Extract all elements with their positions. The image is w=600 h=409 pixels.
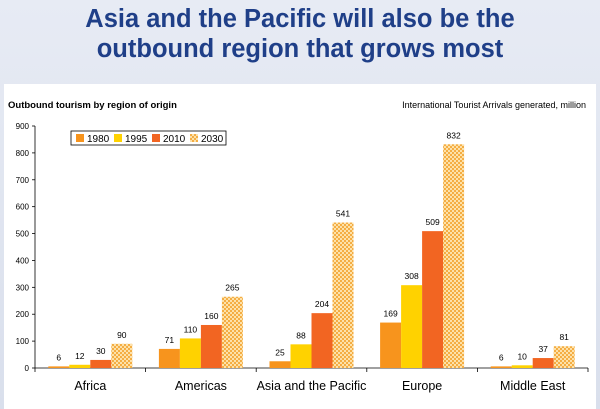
category-label: Europe: [402, 379, 442, 393]
category-label: Americas: [175, 379, 227, 393]
data-label: 30: [96, 346, 106, 356]
y-tick-label: 600: [16, 203, 30, 212]
slide-title-line-2: outbound region that grows most: [96, 35, 504, 63]
data-label: 81: [559, 332, 569, 342]
bar-1980: [269, 361, 291, 368]
bar-2010: [90, 359, 112, 368]
chart-title: Outbound tourism by region of origin: [8, 100, 177, 111]
bar-2010: [311, 313, 333, 368]
category-label: Middle East: [500, 379, 566, 393]
data-label: 509: [426, 217, 440, 227]
data-label: 265: [225, 283, 239, 293]
data-label: 37: [538, 344, 548, 354]
data-label: 12: [75, 351, 85, 361]
y-tick-label: 300: [16, 283, 30, 292]
bar-2030: [332, 222, 354, 368]
data-label: 10: [517, 351, 527, 361]
data-label: 6: [499, 352, 504, 362]
legend-label-1980: 1980: [87, 134, 110, 145]
legend-box: [70, 130, 227, 146]
y-tick-label: 100: [16, 337, 30, 346]
bar-2030: [111, 343, 133, 368]
y-tick-label: 0: [25, 364, 30, 373]
data-label: 541: [336, 209, 350, 219]
slide-title: Asia and the Pacific will also be the ou…: [0, 4, 600, 64]
y-tick-label: 700: [16, 176, 30, 185]
data-label: 308: [405, 271, 419, 281]
bar-1980: [158, 348, 180, 368]
data-label: 160: [204, 311, 218, 321]
chart-unit-note: International Tourist Arrivals generated…: [402, 100, 586, 110]
legend-swatch-1995: [114, 134, 122, 142]
bar-2010: [532, 358, 554, 368]
category-label: Asia and the Pacific: [257, 379, 367, 393]
bar-2030: [443, 144, 465, 368]
y-tick-label: 800: [16, 149, 30, 158]
data-label: 110: [184, 324, 198, 334]
bar-1995: [290, 344, 312, 368]
legend-swatch-2030: [190, 134, 198, 142]
bar-1980: [380, 322, 402, 368]
bar-1995: [69, 364, 91, 368]
y-tick-label: 500: [16, 230, 30, 239]
y-tick-label: 400: [16, 256, 30, 265]
data-label: 90: [117, 330, 127, 340]
bar-2010: [422, 231, 444, 368]
bar-1995: [511, 365, 533, 368]
bar-1995: [179, 338, 201, 368]
data-label: 204: [315, 299, 329, 309]
data-label: 6: [56, 352, 61, 362]
bar-2030: [553, 346, 575, 368]
y-tick-label: 200: [16, 310, 30, 319]
slide-title-line-1: Asia and the Pacific will also be the: [85, 5, 515, 33]
bar-2010: [200, 324, 222, 368]
data-label: 71: [165, 335, 175, 345]
category-label: Africa: [74, 379, 106, 393]
legend-swatch-1980: [76, 134, 84, 142]
legend-label-2010: 2010: [163, 134, 186, 145]
data-label: 88: [296, 330, 306, 340]
legend-label-2030: 2030: [201, 134, 224, 145]
data-label: 832: [447, 130, 461, 140]
bar-2030: [221, 296, 243, 368]
data-label: 25: [275, 347, 285, 357]
legend-label-1995: 1995: [125, 134, 148, 145]
legend-swatch-2010: [152, 134, 160, 142]
y-tick-label: 900: [16, 122, 30, 131]
bar-1980: [48, 366, 70, 368]
data-label: 169: [384, 309, 398, 319]
bar-1980: [490, 366, 512, 368]
bar-1995: [401, 285, 423, 368]
